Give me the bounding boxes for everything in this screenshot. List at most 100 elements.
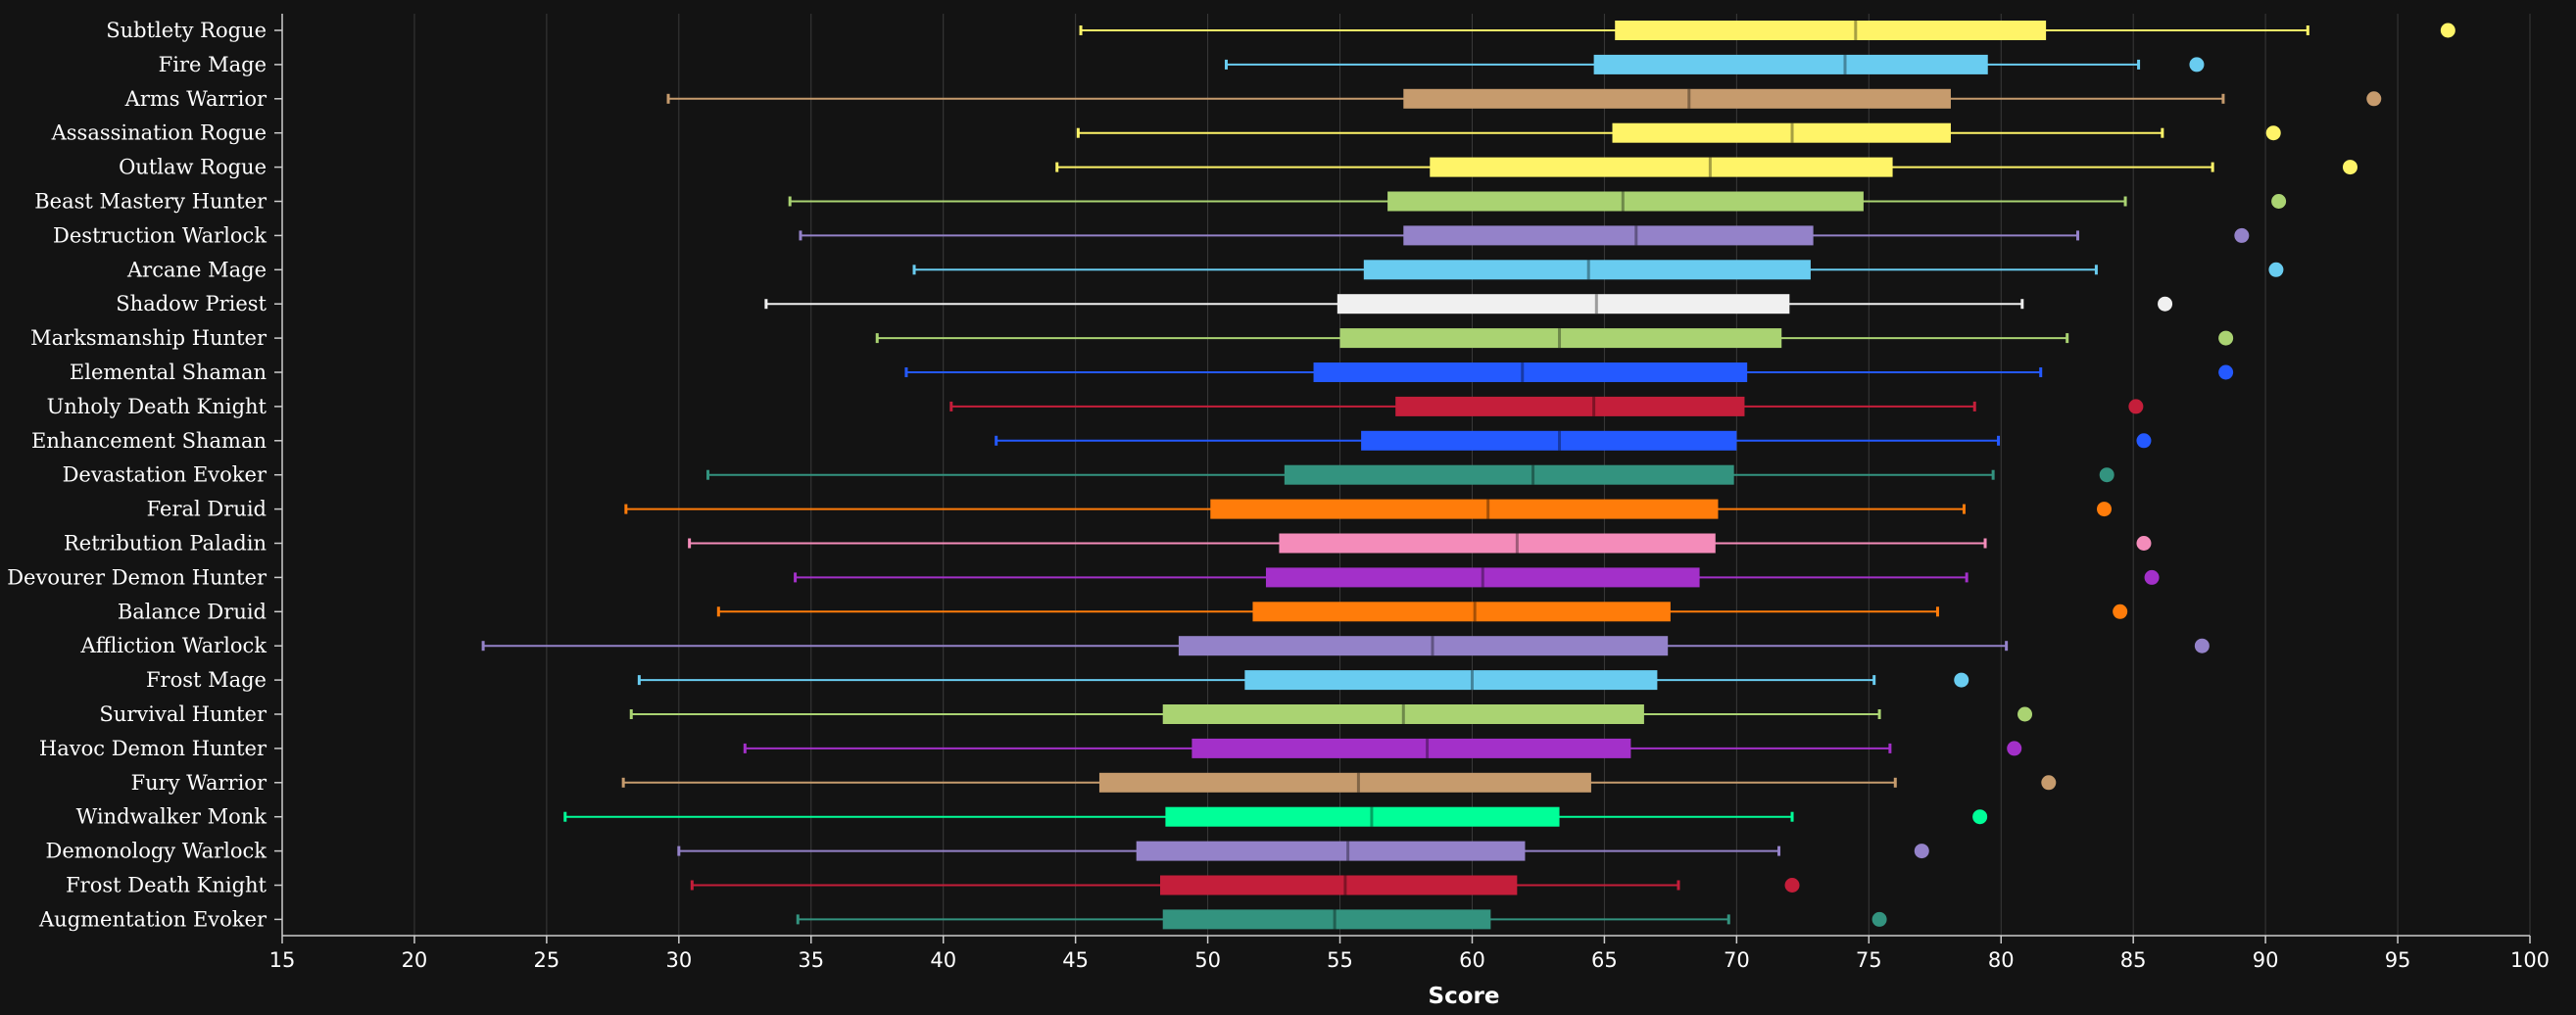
x-tick-label: 70 xyxy=(1724,948,1750,972)
outlier-point xyxy=(1914,844,1929,859)
category-label: Demonology Warlock xyxy=(46,840,267,863)
x-axis-title: Score xyxy=(1429,984,1500,1009)
category-label: Fury Warrior xyxy=(131,771,267,795)
iqr-box xyxy=(1313,362,1748,382)
iqr-box xyxy=(1361,430,1737,451)
category-label: Beast Mastery Hunter xyxy=(34,190,267,214)
outlier-point xyxy=(2268,262,2284,277)
x-tick-label: 15 xyxy=(269,948,296,972)
iqr-box xyxy=(1395,396,1745,416)
category-label: Subtlety Rogue xyxy=(106,19,267,42)
x-tick-label: 20 xyxy=(402,948,428,972)
iqr-box xyxy=(1593,54,1988,74)
iqr-box xyxy=(1612,122,1951,143)
category-label: Arms Warrior xyxy=(124,87,267,111)
category-label: Feral Druid xyxy=(147,498,267,521)
x-tick-label: 65 xyxy=(1591,948,1618,972)
iqr-box xyxy=(1279,533,1716,554)
outlier-point xyxy=(1784,878,1800,893)
category-label: Marksmanship Hunter xyxy=(30,326,267,350)
category-label: Unholy Death Knight xyxy=(47,395,267,418)
iqr-box xyxy=(1252,602,1671,622)
outlier-point xyxy=(2218,330,2234,346)
category-labels: Subtlety Rogue Fire Mage Arms Warrior Assas… xyxy=(7,19,267,931)
x-tick-label: 25 xyxy=(534,948,560,972)
outlier-point xyxy=(2041,775,2057,791)
outlier-point xyxy=(1972,809,1988,825)
iqr-box xyxy=(1136,841,1526,861)
iqr-box xyxy=(1337,294,1790,314)
x-tick-label: 40 xyxy=(930,948,956,972)
category-label: Destruction Warlock xyxy=(53,223,267,247)
outlier-point xyxy=(2194,638,2210,653)
iqr-box xyxy=(1178,636,1669,656)
outlier-point xyxy=(2136,433,2152,449)
outlier-point xyxy=(2158,296,2173,312)
category-label: Enhancement Shaman xyxy=(31,429,267,453)
x-tick-label: 85 xyxy=(2120,948,2147,972)
outlier-point xyxy=(2136,536,2152,551)
iqr-box xyxy=(1363,260,1811,280)
outlier-point xyxy=(2128,399,2144,414)
iqr-box xyxy=(1339,328,1782,349)
category-label: Frost Death Knight xyxy=(66,874,267,897)
category-label: Fire Mage xyxy=(159,53,267,76)
outlier-point xyxy=(2271,194,2287,209)
outlier-point xyxy=(2189,57,2205,72)
outlier-point xyxy=(2265,125,2281,141)
outlier-point xyxy=(2440,23,2455,38)
category-label: Survival Hunter xyxy=(99,702,267,726)
x-tick-label: 75 xyxy=(1856,948,1882,972)
outlier-point xyxy=(1871,911,1887,927)
iqr-box xyxy=(1403,225,1814,246)
iqr-box xyxy=(1430,157,1893,177)
iqr-box xyxy=(1284,464,1734,485)
iqr-box xyxy=(1162,909,1491,930)
category-label: Devourer Demon Hunter xyxy=(7,565,267,589)
category-label: Outlaw Rogue xyxy=(119,156,267,179)
category-label: Windwalker Monk xyxy=(76,805,267,829)
outlier-point xyxy=(2342,160,2357,175)
iqr-box xyxy=(1098,772,1591,793)
iqr-box xyxy=(1244,670,1658,691)
x-tick-label: 50 xyxy=(1194,948,1221,972)
x-tick-label: 95 xyxy=(2385,948,2411,972)
iqr-box xyxy=(1210,499,1719,519)
outlier-point xyxy=(2113,604,2128,619)
x-tick-label: 30 xyxy=(665,948,692,972)
category-label: Retribution Paladin xyxy=(64,532,267,556)
outlier-point xyxy=(2144,569,2160,585)
x-tick-label: 90 xyxy=(2253,948,2279,972)
iqr-box xyxy=(1265,567,1700,588)
outlier-point xyxy=(2366,91,2382,107)
category-label: Affliction Warlock xyxy=(80,634,267,657)
x-tick-label: 60 xyxy=(1459,948,1485,972)
iqr-box xyxy=(1191,738,1631,758)
category-label: Balance Druid xyxy=(118,600,267,623)
outlier-point xyxy=(1954,672,1969,688)
iqr-box xyxy=(1403,88,1951,109)
x-tick-label: 80 xyxy=(1988,948,2015,972)
iqr-box xyxy=(1162,704,1644,724)
iqr-box xyxy=(1615,21,2047,40)
category-label: Elemental Shaman xyxy=(70,361,267,384)
x-tick-label: 100 xyxy=(2510,948,2550,972)
outlier-point xyxy=(2007,741,2022,756)
x-tick-label: 55 xyxy=(1327,948,1353,972)
iqr-box xyxy=(1165,806,1560,827)
outlier-point xyxy=(2017,706,2033,722)
axes xyxy=(274,14,2531,943)
category-label: Frost Mage xyxy=(146,668,267,692)
category-label: Assassination Rogue xyxy=(51,121,267,145)
iqr-box xyxy=(1387,191,1864,212)
boxes xyxy=(1098,21,2047,930)
outliers xyxy=(1784,23,2455,927)
category-label: Havoc Demon Hunter xyxy=(39,737,267,760)
outlier-point xyxy=(2218,364,2234,380)
category-label: Augmentation Evoker xyxy=(38,907,267,931)
category-label: Shadow Priest xyxy=(116,292,267,315)
category-label: Arcane Mage xyxy=(126,258,267,281)
category-label: Devastation Evoker xyxy=(63,463,267,487)
outlier-point xyxy=(2099,467,2114,483)
